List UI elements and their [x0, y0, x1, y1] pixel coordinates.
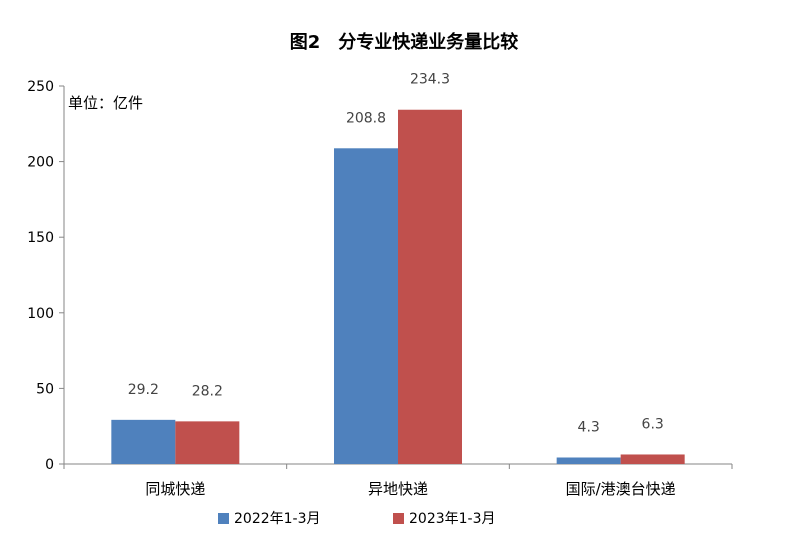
data-label: 208.8: [346, 110, 386, 126]
bar: [334, 148, 398, 464]
legend: 2022年1-3月 2023年1-3月: [218, 511, 496, 527]
y-tick-label: 0: [45, 457, 54, 473]
legend-swatch: [218, 513, 229, 524]
data-labels-group: 29.2 28.2 208.8 234.3 4.3 6.3: [128, 72, 664, 436]
bars-group: [111, 109, 685, 464]
y-tick-label: 250: [27, 79, 54, 95]
legend-swatch: [393, 513, 404, 524]
unit-label: 单位：亿件: [68, 94, 143, 112]
data-label: 234.3: [410, 72, 450, 88]
data-label: 4.3: [578, 419, 600, 435]
y-tick-label: 100: [27, 306, 54, 322]
category-label: 同城快递: [145, 480, 205, 498]
y-axis-ticks: 0 50 100 150 200 250: [27, 79, 733, 473]
bar: [620, 454, 685, 464]
chart-title: 图2 分专业快递业务量比较: [290, 31, 519, 53]
legend-label: 2022年1-3月: [234, 511, 321, 527]
category-labels-group: 同城快递 异地快递 国际/港澳台快递: [145, 480, 675, 498]
data-label: 6.3: [642, 416, 664, 432]
y-tick-label: 150: [27, 230, 54, 246]
y-tick-label: 50: [36, 381, 54, 397]
category-label: 国际/港澳台快递: [566, 480, 676, 498]
bar: [556, 457, 621, 464]
bar: [398, 109, 462, 464]
bar: [111, 419, 176, 464]
legend-label: 2023年1-3月: [409, 511, 496, 527]
data-label: 29.2: [128, 382, 159, 398]
bar: [175, 421, 240, 464]
category-label: 异地快递: [368, 480, 428, 498]
data-label: 28.2: [192, 383, 223, 399]
y-tick-label: 200: [27, 155, 54, 171]
